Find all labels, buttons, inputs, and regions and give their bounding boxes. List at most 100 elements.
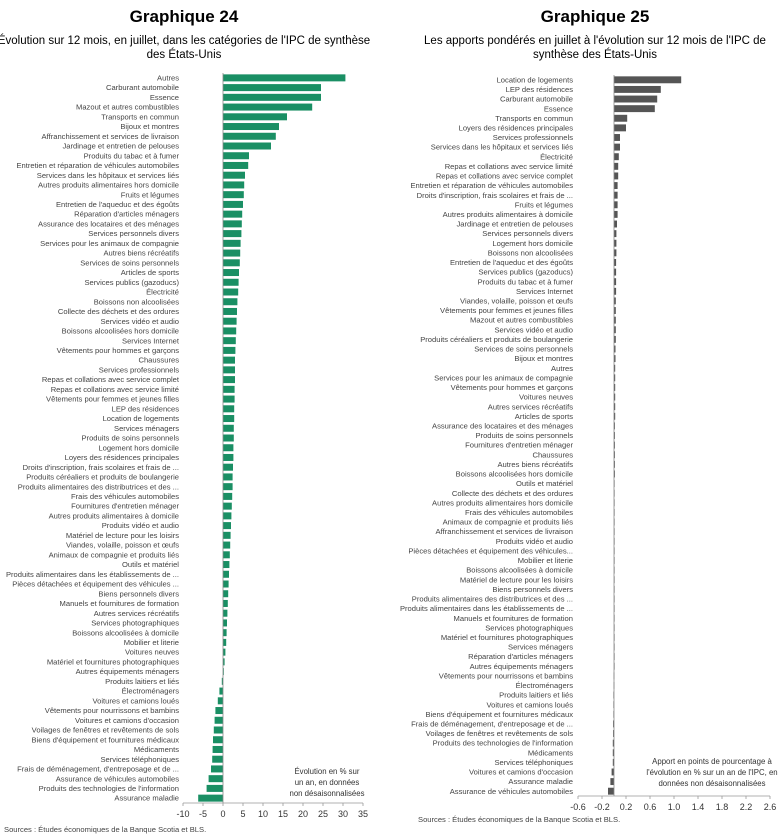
chart-25-category-label: Voilages de fenêtres et revêtements de s… xyxy=(426,729,574,738)
chart-24-bar xyxy=(223,84,321,92)
chart-25-category-label: Autres produits alimentaires à domicile xyxy=(443,210,573,219)
chart-24-bar xyxy=(211,765,223,773)
chart-25-bar xyxy=(614,124,626,132)
chart-25-category-label: Boissons alcoolisées à domicile xyxy=(466,566,573,575)
chart-24-category-label: Voitures et camions loués xyxy=(92,696,179,705)
chart-25-category-label: Assurance maladie xyxy=(508,777,573,786)
chart-25-x-tick-label: 2.6 xyxy=(764,802,777,812)
chart-25-category-label: Autres services récréatifs xyxy=(488,402,573,411)
chart-24-category-label: Chaussures xyxy=(138,356,179,365)
chart-25-bar xyxy=(614,230,617,238)
chart-25-bar xyxy=(614,172,619,180)
chart-24-category-label: Manuels et fournitures de formation xyxy=(60,599,179,608)
chart-24-bar xyxy=(215,707,223,715)
chart-24-category-label: Essence xyxy=(150,93,179,102)
chart-24-bar xyxy=(221,677,223,685)
chart-24-bars xyxy=(198,74,346,802)
chart-24-category-label: Produits de soins personnels xyxy=(81,434,179,443)
chart-24-bar xyxy=(198,794,223,802)
chart-24-category-label: Affranchissement et services de livraiso… xyxy=(42,132,179,141)
chart-24-category-label: Mazout et autres combustibles xyxy=(76,103,179,112)
chart-24-category-label: Services vidéo et audio xyxy=(100,317,179,326)
chart-25-bar xyxy=(612,758,614,766)
chart-24-bar xyxy=(223,346,236,354)
chart-24-category-label: Vêtements pour hommes et garçons xyxy=(57,346,180,355)
chart-24-category-label: Vêtements pour nourrissons et bambins xyxy=(45,706,179,715)
chart-25-bar xyxy=(614,182,618,190)
chart-24-category-label: Logement hors domicile xyxy=(98,443,179,452)
chart-24-category-label: Voilages de fenêtres et revêtements de s… xyxy=(32,726,180,735)
chart-24-category-label: Location de logements xyxy=(103,414,180,423)
chart-25-category-label: Matériel de lecture pour les loisirs xyxy=(460,575,573,584)
chart-24-bar xyxy=(223,327,237,335)
chart-24-note-line-1: Évolution en % sur xyxy=(294,767,359,776)
chart-25-title: Graphique 25 xyxy=(541,7,650,26)
chart-25-bar xyxy=(614,191,618,199)
chart-25-category-label: Pièces détachées et équipement des véhic… xyxy=(408,546,573,555)
chart-24-bar xyxy=(223,113,287,121)
chart-25-bar xyxy=(614,114,628,122)
chart-24-bar xyxy=(219,687,223,695)
chart-24-bar xyxy=(214,716,223,724)
chart-25-category-label: Assurance de véhicules automobiles xyxy=(450,787,573,796)
chart-24-x-tick-label: 30 xyxy=(338,809,348,819)
chart-24-bar xyxy=(223,298,238,306)
chart-24-bar xyxy=(223,512,232,520)
chart-24-bar xyxy=(223,200,243,208)
chart-24-bar xyxy=(223,453,234,461)
chart-25-x-tick-label: 0.2 xyxy=(620,802,633,812)
chart-24-bar xyxy=(223,93,321,101)
chart-24-category-label: Frais des véhicules automobiles xyxy=(71,492,179,501)
chart-25-bar xyxy=(614,95,658,103)
chart-25-x-tick-label: -0.2 xyxy=(594,802,610,812)
chart-25-category-label: Transports en commun xyxy=(495,114,573,123)
chart-25-bar xyxy=(614,470,615,478)
chart-25-bar xyxy=(614,326,616,334)
chart-25-category-label: Affranchissement et services de livraiso… xyxy=(436,527,573,536)
chart-24-category-label: Pièces détachées et équipement des véhic… xyxy=(12,580,179,589)
chart-25-bar xyxy=(614,201,618,209)
chart-24-category-label: Services publics (gazoducs) xyxy=(84,278,179,287)
chart-24-bar xyxy=(223,599,228,607)
chart-25-bar xyxy=(608,787,614,795)
chart-24-bar xyxy=(223,366,235,374)
chart-25-bar xyxy=(614,268,617,276)
chart-24-bar xyxy=(223,191,244,199)
chart-24-category-label: Transports en commun xyxy=(101,112,179,121)
chart-25-category-label: Repas et collations avec service limité xyxy=(445,162,573,171)
chart-25-category-label: Services professionnels xyxy=(493,133,573,142)
chart-24-category-label: Entretien de l'aqueduc et des égoûts xyxy=(56,200,179,209)
chart-25-bar xyxy=(614,383,616,391)
chart-24-category-label: Loyers des résidences principales xyxy=(65,453,180,462)
chart-24-bar xyxy=(223,424,234,432)
chart-24-category-label: Carburant automobile xyxy=(106,83,179,92)
chart-25-bar xyxy=(610,778,614,786)
chart-24-category-label: Animaux de compagnie et produits liés xyxy=(49,550,180,559)
chart-25-bars xyxy=(608,76,682,795)
chart-25-bar xyxy=(614,297,616,305)
chart-24-category-label: Voitures et camions d'occasion xyxy=(75,716,179,725)
chart-24-category-label: Assurance des locataires et des ménages xyxy=(38,219,179,228)
chart-25-bar xyxy=(614,85,661,93)
chart-25-bar xyxy=(614,307,616,314)
chart-24-category-label: Services Internet xyxy=(122,336,180,345)
chart-24-bar xyxy=(223,619,227,627)
chart-24-source: Sources : Études économiques de la Banqu… xyxy=(4,825,206,834)
chart-25-category-label: Frais des véhicules automobiles xyxy=(465,508,573,517)
chart-24-category-label: Droits d'inscription, frais scolaires et… xyxy=(23,463,179,472)
chart-24-x-tick-label: 0 xyxy=(220,809,225,819)
chart-25-category-label: Vêtements pour hommes et garçons xyxy=(451,383,574,392)
chart-24-category-label: Services ménagers xyxy=(114,424,179,433)
chart-25-category-label: Manuels et fournitures de formation xyxy=(454,614,573,623)
chart-24-category-label: Services personnels divers xyxy=(88,229,179,238)
chart-25-category-label: Location de logements xyxy=(497,75,574,84)
chart-25-category-label: Articles de sports xyxy=(515,412,573,421)
chart-24-category-label: Voitures neuves xyxy=(125,648,179,657)
chart-25-x-axis: -0.6 -0.2 0.2 0.6 1.0 1.4 1.8 2.2 2.6 xyxy=(570,75,776,812)
chart-25-category-label: Frais de déménagement, d'entreposage et … xyxy=(411,720,573,729)
chart-24-bar xyxy=(223,444,234,452)
chart-25-category-label: Fournitures d'entretien ménager xyxy=(465,441,573,450)
chart-24-category-label: Produits céréaliers et produits de boula… xyxy=(26,473,179,482)
chart-24-bar xyxy=(223,171,245,179)
chart-24-category-label: Entretien et réparation de véhicules aut… xyxy=(16,161,179,170)
